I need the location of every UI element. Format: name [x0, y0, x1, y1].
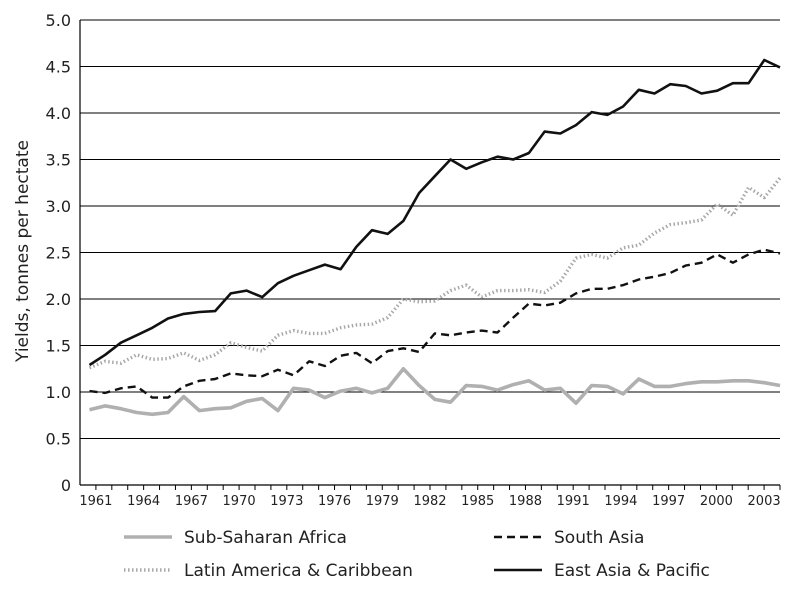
x-tick-label: 1979: [366, 494, 399, 509]
x-tick-label: 1973: [270, 494, 303, 509]
x-tick-label: 2003: [748, 494, 781, 509]
y-axis-title: Yields, tonnes per hectate: [13, 140, 33, 363]
axes: [79, 20, 781, 490]
x-tick-label: 1982: [413, 494, 446, 509]
series-line-latin-america-caribbean: [88, 177, 782, 370]
x-tick-label: 1994: [604, 494, 637, 509]
x-tick-label: 2000: [700, 494, 733, 509]
y-tick-label: 3.0: [46, 197, 71, 216]
x-tick-label: 1985: [461, 494, 494, 509]
x-tick-label: 1961: [79, 494, 112, 509]
y-tick-label: 2.0: [46, 290, 71, 309]
y-tick-label: 5.0: [46, 11, 71, 30]
y-tick-label: 1.0: [46, 383, 71, 402]
x-tick-label: 1991: [557, 494, 590, 509]
gridlines: [80, 19, 780, 439]
series-line-east-asia-pacific: [88, 58, 781, 367]
legend-label: Latin America & Caribbean: [184, 561, 413, 581]
x-tick-label: 1997: [652, 494, 685, 509]
y-tick-label: 1.5: [46, 337, 71, 356]
y-tick-label: 2.5: [46, 244, 71, 263]
series-lines: [88, 58, 782, 417]
legend: Sub-Saharan Africa South Asia Latin Americ…: [124, 528, 710, 581]
x-tick-label: 1964: [127, 494, 160, 509]
x-tick-label: 1970: [223, 494, 256, 509]
y-tick-label: 0: [61, 476, 71, 495]
y-tick-label: 4.0: [46, 104, 71, 123]
series-line-sub-saharan-africa: [89, 366, 781, 417]
y-tick-label: 4.5: [46, 58, 71, 77]
x-tick-label: 1967: [175, 494, 208, 509]
legend-label: South Asia: [554, 528, 644, 548]
legend-label: East Asia & Pacific: [554, 561, 710, 581]
x-tick-label: 1976: [318, 494, 351, 509]
legend-label: Sub-Saharan Africa: [184, 528, 347, 548]
tick-labels: 0 0.5 1.0 1.5 2.0 2.5 3.0 3.5 4.0 4.5 5.0 1961 1964 1…: [46, 11, 781, 509]
x-tick-label: 1988: [509, 494, 542, 509]
series-line-south-asia: [89, 248, 781, 399]
y-tick-label: 0.5: [46, 430, 71, 449]
y-tick-label: 3.5: [46, 151, 71, 170]
